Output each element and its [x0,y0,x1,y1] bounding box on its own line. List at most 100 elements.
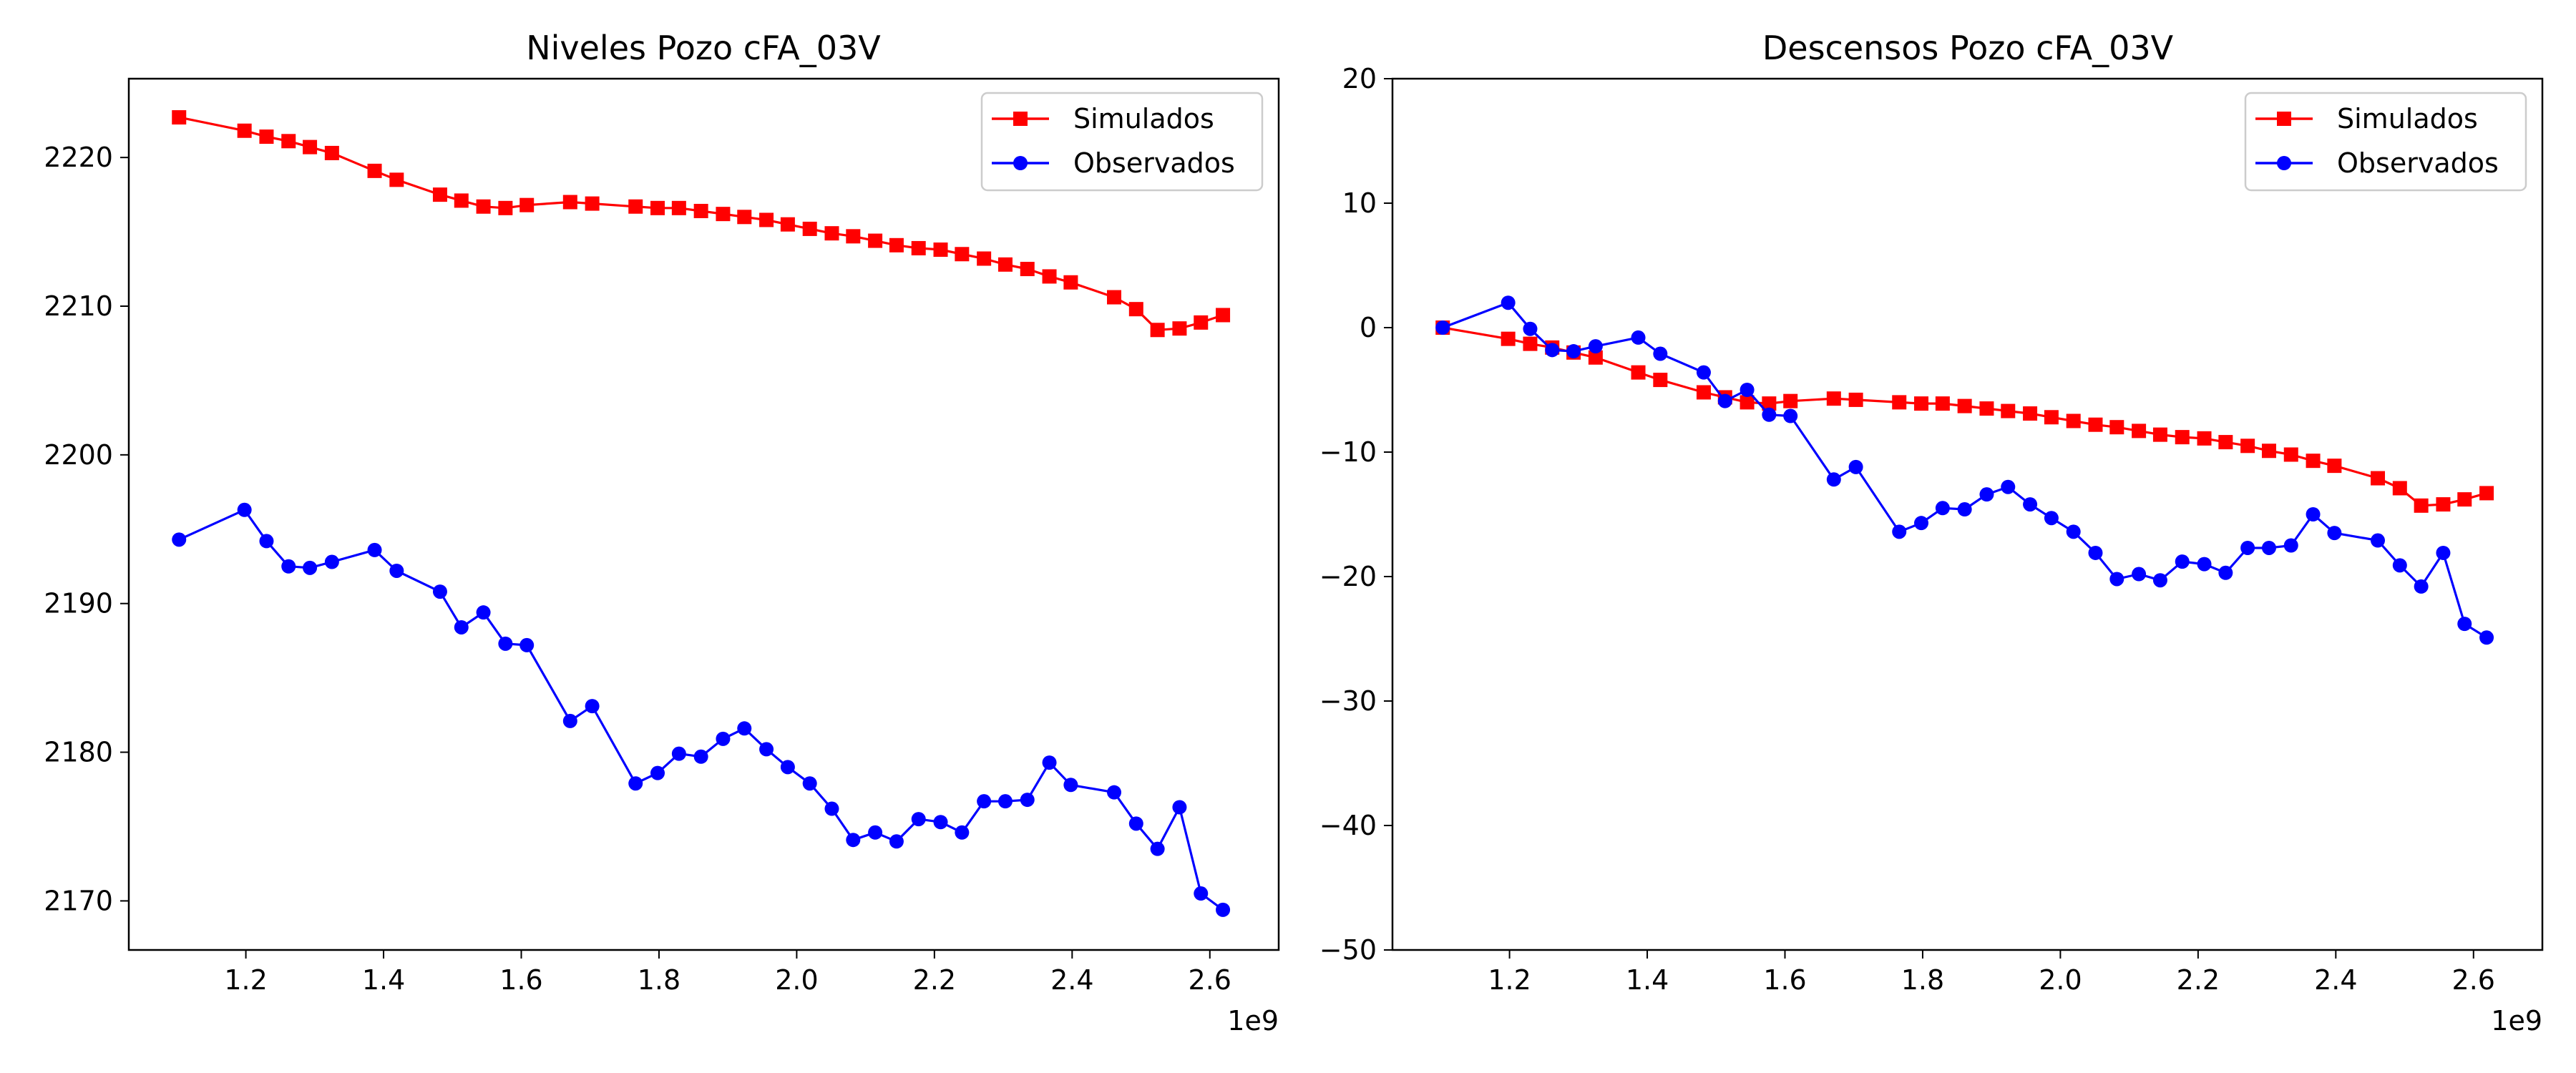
point-observados [1545,343,1560,358]
point-simulados [1653,373,1668,388]
point-simulados [846,229,861,244]
x-offset-label: 1e9 [2491,1005,2542,1037]
legend-label-simulados: Simulados [1073,103,1214,134]
y-tick-label: 2210 [44,290,113,322]
point-simulados [281,134,296,149]
x-tick-label: 1.2 [1488,964,1531,996]
point-observados [2479,630,2494,645]
point-simulados [237,123,252,138]
point-simulados [1957,398,1972,413]
point-observados [1783,408,1798,423]
point-observados [628,776,643,791]
chart-niveles: Niveles Pozo cFA_03V 1.2 1.4 1.6 1.8 2.0 2.2 2… [44,29,1280,1037]
point-observados [1979,487,1994,502]
point-observados [1740,383,1755,397]
point-simulados [889,237,904,253]
point-simulados [2240,438,2255,454]
point-observados [519,637,535,652]
point-simulados [2066,413,2081,428]
legend-frame [2244,92,2527,192]
y-tick-label: −30 [1319,685,1377,717]
point-simulados [1979,401,1994,416]
point-observados [1501,295,1516,310]
point-simulados [977,251,992,266]
point-observados [2001,479,2016,494]
y-tick-label: 2200 [44,439,113,471]
point-simulados [802,221,817,236]
legend-frame [980,92,1264,192]
point-simulados [671,200,686,215]
point-simulados [1762,396,1777,411]
point-observados [2414,579,2429,594]
point-observados [237,502,252,517]
point-simulados [1020,262,1035,277]
point-observados [933,815,948,830]
point-observados [2088,545,2103,560]
point-simulados [2001,403,2016,418]
point-observados [1435,320,1450,335]
point-observados [802,776,817,791]
point-observados [716,731,731,746]
point-simulados [2218,435,2233,450]
legend: Simulados Observados [980,92,1264,192]
chart-title: Descensos Pozo cFA_03V [1762,29,2174,67]
point-observados [693,749,708,764]
legend-marker-simulados [1013,112,1028,126]
y-tick-label: 20 [1342,63,1377,94]
point-simulados [1107,290,1122,305]
point-simulados [1172,321,1187,336]
y-tick-label: 0 [1360,312,1377,343]
point-observados [911,812,926,827]
y-tick-label: 2190 [44,588,113,619]
point-simulados [2327,459,2342,474]
point-simulados [1783,393,1798,408]
plot-area: 1.2 1.4 1.6 1.8 2.0 2.2 2.4 2.6 −50 −40 −30 −20 −10 0… [1319,63,2544,996]
point-simulados [367,163,382,178]
point-observados [1523,321,1538,336]
y-tick-label: 2180 [44,737,113,768]
point-simulados [172,110,187,125]
point-observados [1914,516,1929,531]
x-tick-label: 2.6 [2452,964,2495,996]
y-tick-label: −10 [1319,436,1377,468]
x-tick-label: 2.4 [2314,964,2357,996]
legend-label-observados: Observados [2337,147,2499,179]
point-observados [389,563,404,578]
point-observados [2066,524,2081,539]
legend: Simulados Observados [2244,92,2527,192]
point-observados [1696,365,1711,380]
x-tick-label: 1.8 [638,964,680,996]
point-simulados [1501,331,1516,346]
point-observados [281,559,296,574]
y-tick-label: −40 [1319,810,1377,841]
point-observados [1826,472,1841,487]
point-observados [585,699,600,714]
point-observados [2306,507,2321,521]
point-observados [367,542,382,557]
point-simulados [2152,427,2167,442]
point-observados [1631,330,1646,345]
point-simulados [1128,302,1143,317]
point-observados [1020,793,1035,808]
x-tick-label: 2.2 [913,964,956,996]
point-observados [2109,572,2124,587]
point-simulados [759,212,774,227]
point-observados [2218,565,2233,580]
point-observados [2132,567,2147,582]
point-observados [955,825,970,840]
point-simulados [2371,471,2386,486]
point-simulados [824,226,839,241]
point-observados [2152,573,2167,588]
point-observados [1566,344,1581,359]
point-observados [324,554,339,569]
point-simulados [1892,395,1907,410]
point-simulados [2132,423,2147,438]
point-simulados [2414,498,2429,513]
point-observados [2044,511,2059,526]
point-simulados [650,200,665,215]
x-tick-label: 2.0 [775,964,818,996]
point-simulados [2457,492,2472,507]
point-simulados [476,199,491,214]
y-tick-label: 10 [1342,187,1377,219]
